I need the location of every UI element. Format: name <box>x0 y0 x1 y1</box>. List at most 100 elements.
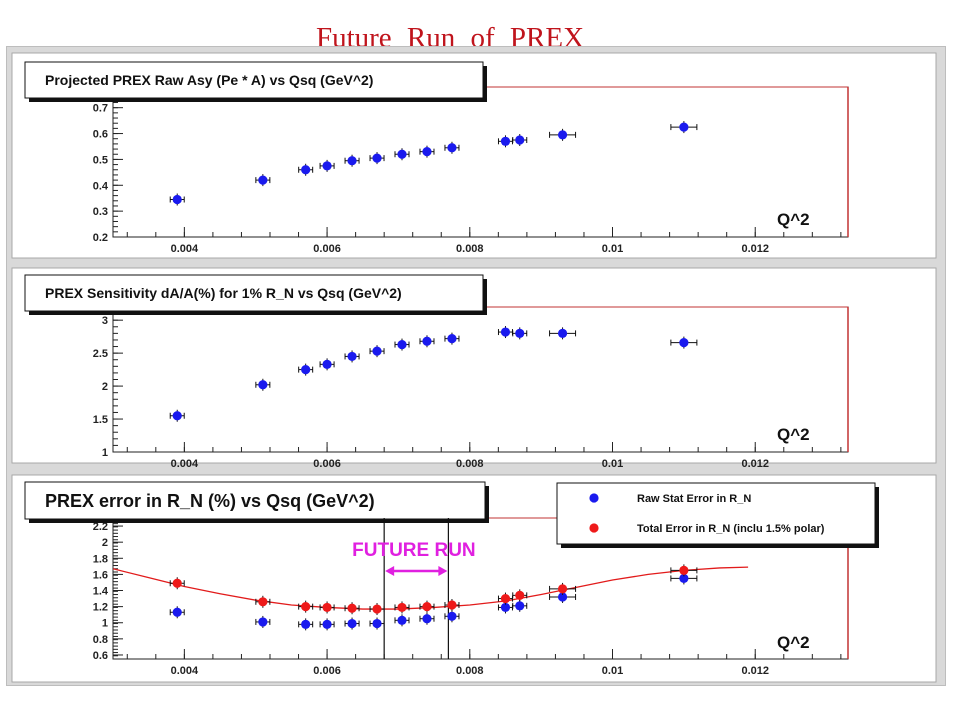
x-axis-label: Q^2 <box>777 425 810 444</box>
x-tick-label: 0.01 <box>602 243 623 255</box>
y-tick-label: 1.8 <box>93 553 108 565</box>
plot-frame <box>112 86 849 238</box>
data-point <box>515 135 525 145</box>
data-point <box>679 337 689 348</box>
data-point <box>422 336 432 346</box>
title-box <box>24 274 484 312</box>
x-axis-label: Q^2 <box>777 633 810 652</box>
data-point <box>515 601 525 611</box>
data-point <box>557 592 568 602</box>
data-point <box>447 334 457 344</box>
data-point <box>397 339 407 350</box>
future-run-label: FUTURE RUN <box>352 540 476 561</box>
data-point <box>322 359 332 369</box>
y-tick-label: 2.2 <box>93 521 108 533</box>
data-point <box>679 565 689 575</box>
data-point <box>422 602 432 612</box>
x-tick-label: 0.004 <box>171 243 199 255</box>
data-point <box>172 578 182 588</box>
y-tick-label: 1.5 <box>93 414 108 426</box>
data-point <box>679 573 689 584</box>
y-tick-label: 0.4 <box>93 180 109 192</box>
data-point <box>301 365 311 375</box>
y-tick-label: 0.6 <box>93 129 108 141</box>
data-point <box>322 602 332 613</box>
data-point <box>258 175 268 185</box>
data-point <box>557 328 568 338</box>
x-tick-label: 0.004 <box>171 665 199 677</box>
data-point <box>258 380 268 390</box>
chart-panel-1: 0.2 0.3 0.4 0.5 0.6 0.7 0.004 0.006 0.008 0.01 0.0… <box>11 52 937 259</box>
chart-panel-3: 0.6 0.8 1 1.2 1.4 1.6 1.8 2 2.2 0.004 0.006 0.008 0.… <box>11 474 937 683</box>
y-tick-label: 2 <box>102 381 108 393</box>
data-point <box>301 165 311 175</box>
x-axis-label: Q^2 <box>777 210 810 229</box>
data-point <box>500 136 511 146</box>
data-point <box>372 346 382 356</box>
x-tick-label: 0.01 <box>602 665 623 677</box>
data-point <box>301 602 311 612</box>
y-tick-label: 0.3 <box>93 206 108 218</box>
data-point <box>172 411 182 421</box>
data-point <box>397 149 407 159</box>
x-tick-label: 0.006 <box>313 458 341 470</box>
y-tick-label: 0.7 <box>93 103 108 115</box>
data-point <box>557 584 568 594</box>
x-tick-label: 0.008 <box>456 665 484 677</box>
y-tick-label: 3 <box>102 315 108 327</box>
x-tick-label: 0.01 <box>602 458 623 470</box>
legend-entry-label: Total Error in R_N (inclu 1.5% polar) <box>637 523 825 535</box>
data-point <box>347 156 357 166</box>
legend-marker <box>589 523 599 533</box>
data-point <box>322 619 332 629</box>
data-point <box>347 351 357 362</box>
chart-panel-2: 1 1.5 2 2.5 3 0.004 0.006 0.008 0.01 0.012 Q^2 PREX… <box>11 267 937 470</box>
data-point <box>372 153 382 163</box>
x-tick-label: 0.006 <box>313 243 341 255</box>
x-tick-label: 0.008 <box>456 243 484 255</box>
chart-title: PREX Sensitivity dA/A(%) for 1% R_N vs Q… <box>45 285 402 301</box>
x-tick-label: 0.012 <box>741 458 769 470</box>
data-point <box>515 328 525 338</box>
data-point <box>301 619 311 629</box>
y-tick-label: 1.2 <box>93 602 108 614</box>
data-point <box>500 602 511 613</box>
data-point <box>447 143 457 153</box>
x-tick-label: 0.006 <box>313 665 341 677</box>
chart-title: Projected PREX Raw Asy (Pe * A) vs Qsq (… <box>45 72 373 88</box>
legend-marker <box>589 493 599 503</box>
y-tick-label: 0.6 <box>93 650 108 662</box>
future-run-arrow-right-head <box>438 566 448 576</box>
data-point <box>258 597 268 607</box>
y-tick-label: 0.5 <box>93 154 108 166</box>
chart-title: PREX error in R_N (%) vs Qsq (GeV^2) <box>45 491 375 511</box>
future-run-arrow-left-head <box>385 566 395 576</box>
y-tick-label: 1.6 <box>93 569 108 581</box>
x-tick-label: 0.008 <box>456 458 484 470</box>
data-point <box>372 604 382 614</box>
y-tick-label: 1 <box>102 447 108 459</box>
title-box <box>24 481 486 520</box>
data-point <box>500 593 511 604</box>
data-point <box>422 614 432 624</box>
data-point <box>500 327 511 337</box>
data-point <box>397 615 407 625</box>
data-point <box>447 611 457 621</box>
data-point <box>679 122 689 132</box>
x-tick-label: 0.004 <box>171 458 199 470</box>
x-tick-label: 0.012 <box>741 665 769 677</box>
data-point <box>347 603 357 613</box>
y-tick-label: 0.8 <box>93 634 108 646</box>
data-point <box>258 617 268 627</box>
x-tick-label: 0.012 <box>741 243 769 255</box>
y-tick-label: 1 <box>102 618 108 630</box>
y-tick-label: 0.2 <box>93 232 108 244</box>
data-point <box>172 607 182 617</box>
y-tick-label: 2 <box>102 537 108 549</box>
data-point <box>322 161 332 171</box>
legend-entry-label: Raw Stat Error in R_N <box>637 493 751 505</box>
data-point <box>372 618 382 629</box>
legend-box <box>556 482 876 545</box>
y-tick-label: 1.4 <box>93 586 109 598</box>
